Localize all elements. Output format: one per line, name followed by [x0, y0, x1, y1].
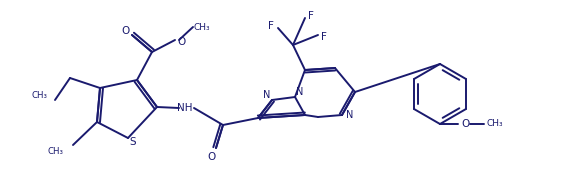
Text: F: F — [308, 11, 314, 21]
Text: N: N — [296, 87, 304, 97]
Text: CH₃: CH₃ — [48, 146, 64, 155]
Text: O: O — [208, 152, 216, 162]
Text: O: O — [122, 26, 130, 36]
Text: F: F — [268, 21, 274, 31]
Text: CH₃: CH₃ — [486, 120, 503, 129]
Text: O: O — [461, 119, 469, 129]
Text: NH: NH — [177, 103, 193, 113]
Text: CH₃: CH₃ — [31, 92, 47, 101]
Text: F: F — [321, 32, 327, 42]
Text: N: N — [263, 90, 271, 100]
Text: N: N — [346, 110, 354, 120]
Text: CH₃: CH₃ — [194, 23, 210, 32]
Text: S: S — [130, 137, 136, 147]
Text: O: O — [178, 37, 186, 47]
